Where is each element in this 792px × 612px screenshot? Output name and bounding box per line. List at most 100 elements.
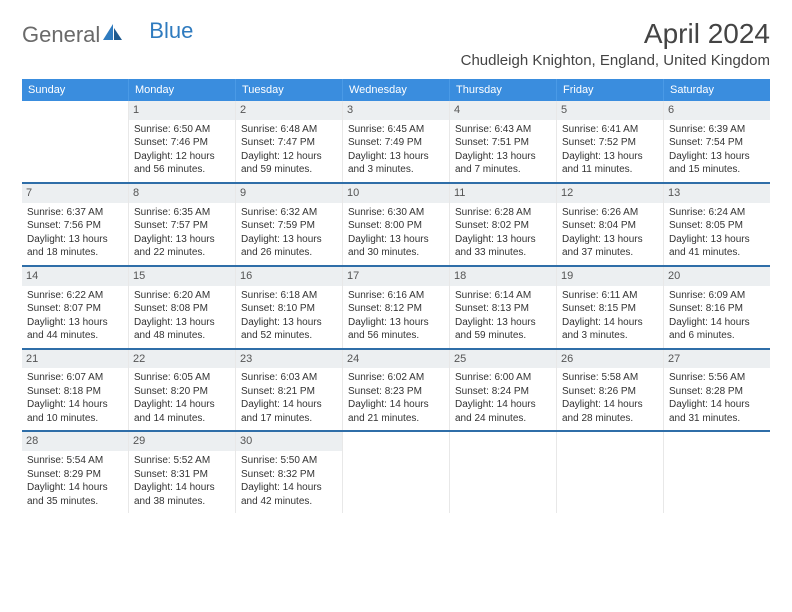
daylight2-text: and 18 minutes. [27,246,123,260]
sunset-text: Sunset: 7:49 PM [348,136,444,150]
day-number: 5 [557,101,663,120]
daylight1-text: Daylight: 13 hours [27,316,123,330]
sunrise-text: Sunrise: 5:52 AM [134,454,230,468]
day-cell: 23Sunrise: 6:03 AMSunset: 8:21 PMDayligh… [236,350,343,431]
week-row: 7Sunrise: 6:37 AMSunset: 7:56 PMDaylight… [22,184,770,267]
location-text: Chudleigh Knighton, England, United King… [461,52,770,69]
day-number: 3 [343,101,449,120]
day-cell: 18 Sunrise: 6:14 AMSunset: 8:13 PMDayligh… [450,267,557,348]
day-number: 9 [236,184,342,203]
day-cell: 20Sunrise: 6:09 AMSunset: 8:16 PMDayligh… [664,267,770,348]
sunset-text: Sunset: 8:18 PM [27,385,123,399]
day-cell: 7Sunrise: 6:37 AMSunset: 7:56 PMDaylight… [22,184,129,265]
sunset-text: Sunset: 8:29 PM [27,468,123,482]
sunset-text: Sunset: 8:12 PM [348,302,444,316]
day-number: 23 [236,350,342,369]
sunset-text: Sunset: 8:02 PM [455,219,551,233]
daylight2-text: and 56 minutes. [134,163,230,177]
daylight2-text: and 26 minutes. [241,246,337,260]
daylight1-text: Daylight: 13 hours [455,150,551,164]
weekday-header-friday: Friday [557,79,664,101]
daylight2-text: and 44 minutes. [27,329,123,343]
daylight2-text: and 21 minutes. [348,412,444,426]
sunrise-text: Sunrise: 6:11 AM [562,289,658,303]
sunset-text: Sunset: 8:05 PM [669,219,765,233]
daylight2-text: and 42 minutes. [241,495,337,509]
sunset-text: Sunset: 7:54 PM [669,136,765,150]
daylight1-text: Daylight: 14 hours [134,398,230,412]
week-row: 28Sunrise: 5:54 AMSunset: 8:29 PMDayligh… [22,432,770,513]
week-row: 1Sunrise: 6:50 AMSunset: 7:46 PMDaylight… [22,101,770,184]
sunrise-text: Sunrise: 6:26 AM [562,206,658,220]
day-cell: 5Sunrise: 6:41 AMSunset: 7:52 PMDaylight… [557,101,664,182]
sunset-text: Sunset: 7:46 PM [134,136,230,150]
daylight1-text: Daylight: 14 hours [669,398,765,412]
daylight1-text: Daylight: 14 hours [669,316,765,330]
daylight1-text: Daylight: 12 hours [134,150,230,164]
sunset-text: Sunset: 7:52 PM [562,136,658,150]
sunset-text: Sunset: 8:16 PM [669,302,765,316]
daylight2-text: and 37 minutes. [562,246,658,260]
sunset-text: Sunset: 8:15 PM [562,302,658,316]
daylight1-text: Daylight: 12 hours [241,150,337,164]
weekday-header-tuesday: Tuesday [236,79,343,101]
daylight2-text: and 31 minutes. [669,412,765,426]
daylight1-text: Daylight: 13 hours [134,316,230,330]
daylight1-text: Daylight: 13 hours [455,316,551,330]
daylight1-text: Daylight: 14 hours [27,398,123,412]
day-cell: 6 Sunrise: 6:39 AMSunset: 7:54 PMDaylight… [664,101,770,182]
sunrise-text: Sunrise: 5:58 AM [562,371,658,385]
day-cell-empty [557,432,664,513]
sunrise-text: Sunrise: 6:09 AM [669,289,765,303]
sunrise-text: Sunrise: 6:14 AM [455,289,551,303]
day-number: 30 [236,432,342,451]
daylight2-text: and 35 minutes. [27,495,123,509]
daylight1-text: Daylight: 14 hours [27,481,123,495]
sunset-text: Sunset: 7:56 PM [27,219,123,233]
sunrise-text: Sunrise: 6:39 AM [669,123,765,137]
day-number: 19 [557,267,663,286]
sunrise-text: Sunrise: 6:45 AM [348,123,444,137]
daylight2-text: and 14 minutes. [134,412,230,426]
sunrise-text: Sunrise: 5:56 AM [669,371,765,385]
day-number: 18 [450,267,556,286]
day-cell: 9Sunrise: 6:32 AMSunset: 7:59 PMDaylight… [236,184,343,265]
sunrise-text: Sunrise: 6:22 AM [27,289,123,303]
day-cell: 21Sunrise: 6:07 AMSunset: 8:18 PMDayligh… [22,350,129,431]
sunset-text: Sunset: 8:10 PM [241,302,337,316]
sunset-text: Sunset: 7:51 PM [455,136,551,150]
daylight2-text: and 24 minutes. [455,412,551,426]
day-number: 6 [664,101,770,120]
day-number: 16 [236,267,342,286]
daylight2-text: and 56 minutes. [348,329,444,343]
daylight2-text: and 11 minutes. [562,163,658,177]
daylight2-text: and 52 minutes. [241,329,337,343]
sunset-text: Sunset: 7:47 PM [241,136,337,150]
sunset-text: Sunset: 8:31 PM [134,468,230,482]
day-cell: 19 Sunrise: 6:11 AMSunset: 8:15 PMDayligh… [557,267,664,348]
logo: General Blue [22,22,193,48]
day-number: 7 [22,184,128,203]
sunset-text: Sunset: 8:28 PM [669,385,765,399]
day-number: 11 [450,184,556,203]
day-number: 12 [557,184,663,203]
sunset-text: Sunset: 8:21 PM [241,385,337,399]
sunset-text: Sunset: 8:13 PM [455,302,551,316]
sunrise-text: Sunrise: 6:24 AM [669,206,765,220]
sunrise-text: Sunrise: 6:16 AM [348,289,444,303]
daylight2-text: and 48 minutes. [134,329,230,343]
sunrise-text: Sunrise: 6:02 AM [348,371,444,385]
sunset-text: Sunset: 8:23 PM [348,385,444,399]
sunrise-text: Sunrise: 6:50 AM [134,123,230,137]
day-cell: 15Sunrise: 6:20 AMSunset: 8:08 PMDayligh… [129,267,236,348]
day-cell: 27Sunrise: 5:56 AMSunset: 8:28 PMDayligh… [664,350,770,431]
day-number: 14 [22,267,128,286]
daylight1-text: Daylight: 13 hours [241,233,337,247]
daylight1-text: Daylight: 14 hours [562,316,658,330]
logo-sail-icon [103,22,123,48]
day-cell: 17Sunrise: 6:16 AMSunset: 8:12 PMDayligh… [343,267,450,348]
daylight1-text: Daylight: 13 hours [669,150,765,164]
logo-text-general: General [22,22,100,48]
day-cell-empty [664,432,770,513]
day-cell: 12Sunrise: 6:26 AMSunset: 8:04 PMDayligh… [557,184,664,265]
